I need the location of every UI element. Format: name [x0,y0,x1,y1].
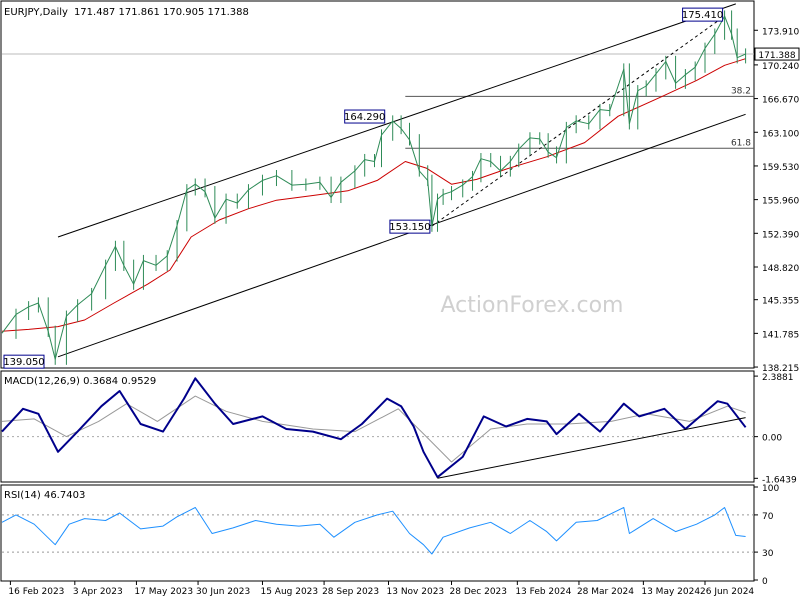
price-annotation-box [389,219,431,234]
date-axis-label: 15 Aug 2023 [260,587,318,597]
rsi-axis-label: 100 [762,484,779,494]
rsi-axis-label: 70 [762,512,774,522]
price-axis-label: 141.785 [762,330,799,340]
axis-layer: 173.910 170.240 166.670 163.100 159.530 155.9… [8,27,800,597]
rsi-axis-label: 30 [762,549,774,559]
date-axis-label: 13 Nov 2023 [387,587,445,597]
date-axis-label: 13 Feb 2024 [515,587,571,597]
moving-average-line [1,58,746,332]
price-axis-label: 145.355 [762,297,799,307]
macd-title: MACD(12,26,9) 0.3684 0.9529 [4,376,156,387]
fib-level-label: 38.2 [731,86,751,96]
macd-axis-label: 2.3881 [762,373,794,383]
price-axis-label: 138.215 [762,364,799,374]
fib-level-label: 61.8 [731,138,751,148]
price-title: EURJPY,Daily 171.487 171.861 170.905 171.… [4,7,249,18]
watermark: ActionForex.com [441,293,624,318]
macd-line [1,377,747,479]
date-axis-label: 30 Jun 2023 [196,587,250,597]
price-annotation-box [682,7,724,22]
channel-lower-line [57,113,746,358]
date-axis-label: 28 Mar 2024 [577,587,634,597]
price-annotation-label: 164.290 [344,112,385,123]
date-axis-label: 3 Apr 2023 [73,587,123,597]
price-annotation-box [344,109,386,124]
date-axis-label: 28 Sep 2023 [322,587,379,597]
ohlc-values: 171.487 171.861 170.905 171.388 [74,7,249,18]
rsi-axis-label: 0 [762,577,768,587]
macd-axis-label: -1.6439 [762,475,797,485]
price-axis-label: 173.910 [762,27,799,37]
price-layer: 38.2 61.8 139.050 164.290 153.150 175.410 [1,3,754,369]
rsi-layer [1,507,754,555]
price-axis-label: 163.100 [762,129,799,139]
price-panel-frame [0,0,755,369]
macd-panel-frame [0,370,755,483]
price-annotation-label: 139.050 [3,357,44,368]
current-price-box [754,47,800,61]
price-axis-label: 170.240 [762,62,799,72]
macd-signal-line [1,395,746,463]
price-annotation-box [3,354,45,369]
rsi-title: RSI(14) 46.7403 [4,490,85,501]
price-axis-label: 148.820 [762,264,799,274]
rsi-line [1,507,746,555]
date-axis-label: 13 May 2024 [641,587,700,597]
rsi-panel-frame [0,484,755,582]
price-axis-label: 152.390 [762,230,799,240]
date-axis-label: 26 Jun 2024 [700,587,754,597]
price-annotation-label: 175.410 [682,10,723,21]
channel-upper-line [57,3,736,238]
date-axis-label: 17 May 2023 [134,587,193,597]
macd-layer [1,377,754,479]
macd-trend-line [437,417,746,479]
date-axis-label: 28 Dec 2023 [450,587,508,597]
date-axis-label: 16 Feb 2023 [8,587,64,597]
price-symbol: EURJPY,Daily [4,7,68,18]
price-axis-label: 155.960 [762,197,799,207]
price-axis-label: 166.670 [762,96,799,106]
price-axis-label: 159.530 [762,163,799,173]
macd-axis-label: 0.00 [762,434,782,444]
current-price-label: 171.388 [758,51,795,61]
price-annotation-label: 153.150 [389,222,430,233]
